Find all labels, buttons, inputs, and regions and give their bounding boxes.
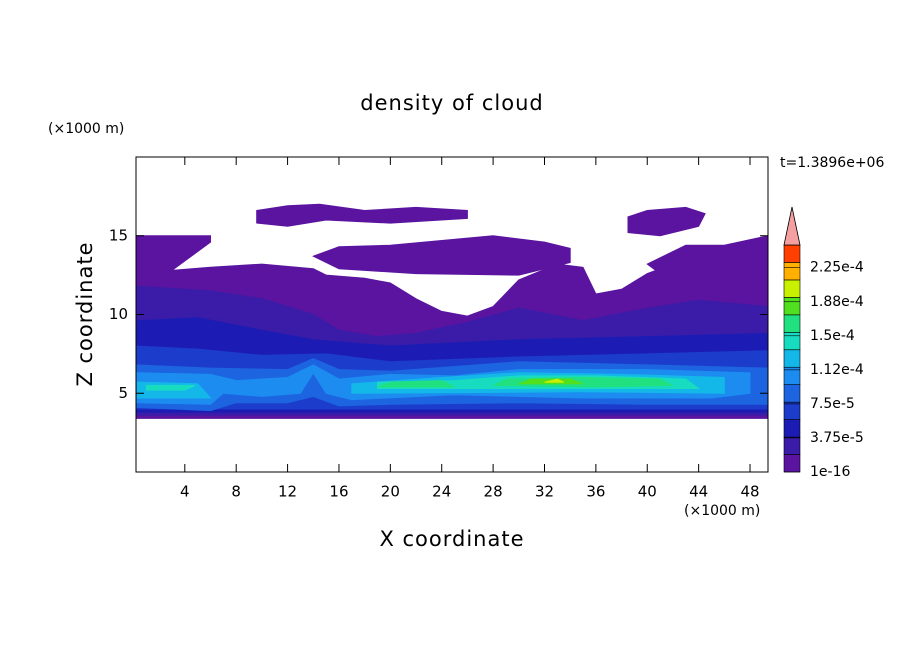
chart-title: density of cloud bbox=[360, 91, 543, 115]
contour-region bbox=[312, 235, 571, 276]
colorbar-tick-label: 1e-16 bbox=[810, 464, 850, 480]
colorbar-tick-label: 2.25e-4 bbox=[810, 260, 864, 276]
colorbar-tick-label: 3.75e-5 bbox=[810, 430, 864, 446]
colorbar-box bbox=[783, 401, 801, 420]
x-tick-label: 12 bbox=[278, 483, 297, 501]
x-tick-label: 32 bbox=[535, 483, 554, 501]
x-unit: (×1000 m) bbox=[684, 503, 760, 519]
x-axis-label: X coordinate bbox=[379, 527, 524, 551]
colorbar-box bbox=[783, 454, 801, 473]
colorbar-box bbox=[783, 349, 801, 368]
contour-region bbox=[377, 380, 455, 388]
y-tick-label: 10 bbox=[109, 305, 128, 323]
colorbar-box bbox=[783, 332, 801, 351]
x-tick-label: 28 bbox=[484, 483, 503, 501]
colorbar-box bbox=[783, 384, 801, 403]
contour-region bbox=[544, 378, 565, 383]
contour-region bbox=[145, 384, 196, 391]
colorbar-box bbox=[783, 262, 801, 281]
colorbar-extend bbox=[783, 206, 801, 246]
x-tick-label: 40 bbox=[638, 483, 657, 501]
y-tick-label: 15 bbox=[109, 226, 128, 244]
colorbar-box bbox=[783, 314, 801, 333]
colorbar-box bbox=[783, 244, 801, 263]
contour-region bbox=[627, 206, 706, 237]
x-tick-label: 4 bbox=[180, 483, 190, 501]
colorbar-tick-label: 1.5e-4 bbox=[810, 328, 855, 344]
colorbar-box bbox=[783, 419, 801, 438]
x-tick-label: 16 bbox=[329, 483, 348, 501]
contour-region bbox=[256, 203, 468, 227]
x-tick-label: 20 bbox=[381, 483, 400, 501]
y-tick-label: 5 bbox=[118, 384, 128, 402]
x-tick-label: 48 bbox=[740, 483, 759, 501]
x-tick-label: 24 bbox=[432, 483, 451, 501]
colorbar-box bbox=[783, 297, 801, 316]
x-tick-label: 36 bbox=[586, 483, 605, 501]
colorbar-box bbox=[783, 279, 801, 298]
y-unit: (×1000 m) bbox=[48, 121, 124, 137]
colorbar-tick-label: 7.5e-5 bbox=[810, 396, 855, 412]
colorbar-box bbox=[783, 436, 801, 455]
x-tick-label: 8 bbox=[231, 483, 241, 501]
x-tick-label: 44 bbox=[689, 483, 708, 501]
colorbar-tick-label: 1.88e-4 bbox=[810, 294, 864, 310]
y-axis-label: Z coordinate bbox=[73, 241, 97, 386]
contour-region bbox=[646, 235, 769, 278]
contour-region bbox=[492, 376, 674, 388]
annotation: t=1.3896e+06 bbox=[780, 155, 884, 171]
colorbar-tick-label: 1.12e-4 bbox=[810, 362, 864, 378]
